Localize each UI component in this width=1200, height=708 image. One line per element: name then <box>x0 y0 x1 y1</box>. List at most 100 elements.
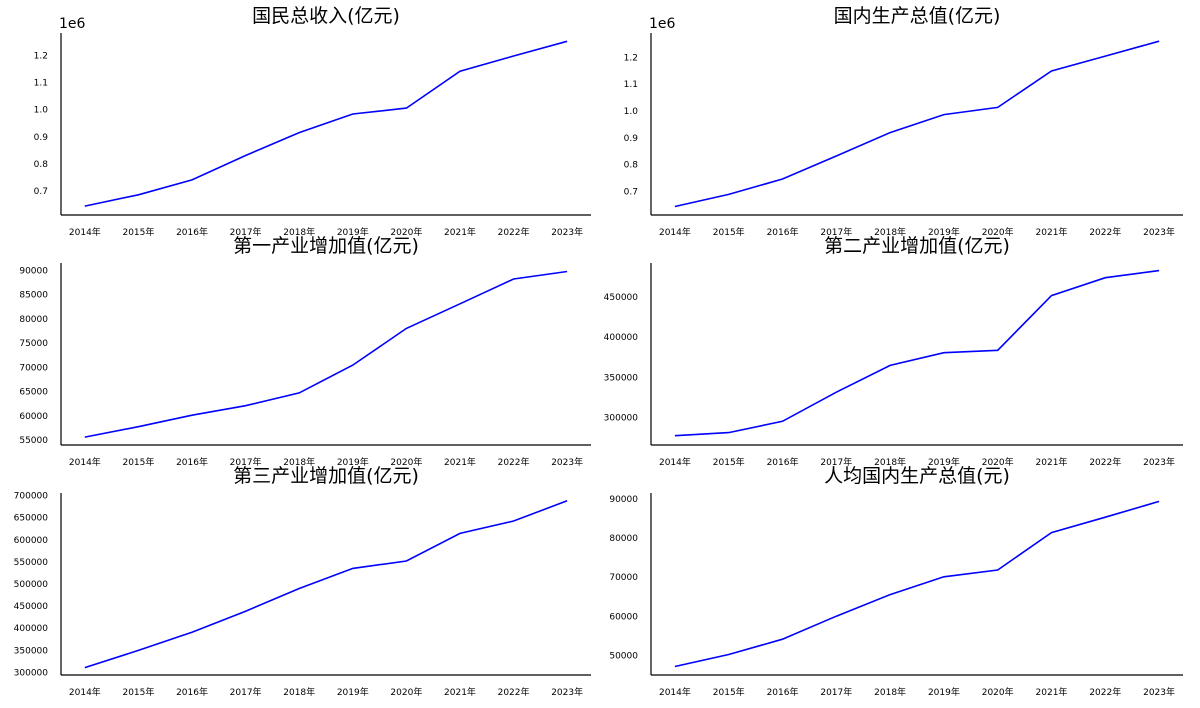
x-tick-label: 2018年 <box>283 226 315 238</box>
x-tick-label: 2016年 <box>176 456 208 468</box>
x-tick-label: 2014年 <box>659 686 691 698</box>
y-tick-label: 55000 <box>19 436 48 446</box>
y-tick-label: 0.7 <box>624 187 638 197</box>
y-tick-label: 1.0 <box>624 107 639 117</box>
x-tick-label: 2019年 <box>928 226 960 238</box>
series-line <box>84 40 568 207</box>
y-tick-label: 1.0 <box>34 106 49 116</box>
y-tick-label: 350000 <box>604 373 639 383</box>
x-tick-label: 2023年 <box>551 226 583 238</box>
y-tick-label: 400000 <box>604 333 639 343</box>
y-tick-label: 90000 <box>19 266 48 276</box>
y-tick-label: 85000 <box>19 291 48 301</box>
x-tick-label: 2020年 <box>390 456 422 468</box>
x-tick-label: 2016年 <box>767 226 799 238</box>
x-tick-label: 2020年 <box>390 226 422 238</box>
x-tick-label: 2023年 <box>1143 686 1175 698</box>
subplot-4: 第二产业增加值(亿元) 2014年 2015年 2016年 2017年 2018年 2019… <box>604 235 1183 468</box>
x-tick-label: 2016年 <box>767 456 799 468</box>
x-tick-label: 2015年 <box>713 226 745 238</box>
y-tick-label: 300000 <box>604 414 639 424</box>
x-tick-label: 2022年 <box>1089 686 1121 698</box>
series-line <box>84 270 568 438</box>
axis-offset-label: 1e6 <box>649 16 676 32</box>
y-tick-label: 1.2 <box>34 51 48 61</box>
x-tick-label: 2020年 <box>982 686 1014 698</box>
series-line <box>674 40 1160 208</box>
y-tick-label: 90000 <box>609 495 638 505</box>
x-tick-label: 2021年 <box>444 456 476 468</box>
x-tick-label: 2019年 <box>337 456 369 468</box>
x-tick-label: 2020年 <box>982 456 1014 468</box>
x-tick-label: 2017年 <box>230 226 262 238</box>
y-tick-label: 80000 <box>609 534 638 544</box>
x-tick-label: 2017年 <box>820 686 852 698</box>
x-tick-label: 2014年 <box>659 226 691 238</box>
series-line <box>674 269 1160 437</box>
y-tick-label: 60000 <box>609 612 638 622</box>
x-tick-label: 2022年 <box>1089 226 1121 238</box>
y-tick-label: 0.8 <box>34 160 49 170</box>
chart-title: 第二产业增加值(亿元) <box>824 235 1010 257</box>
x-tick-label: 2023年 <box>1143 456 1175 468</box>
x-tick-label: 2016年 <box>176 226 208 238</box>
x-tick-label: 2023年 <box>1143 226 1175 238</box>
y-tick-label: 400000 <box>14 624 49 634</box>
x-tick-label: 2018年 <box>283 456 315 468</box>
y-tick-label: 0.8 <box>624 161 639 171</box>
x-tick-label: 2014年 <box>69 456 101 468</box>
series-line <box>84 500 568 669</box>
y-tick-label: 75000 <box>19 339 48 349</box>
y-tick-label: 0.9 <box>624 134 639 144</box>
y-tick-label: 300000 <box>14 668 49 678</box>
subplot-1: 国民总收入(亿元) 1e6 2014年 2015年 2016年 2017年 2018年 201… <box>34 5 591 238</box>
x-tick-label: 2017年 <box>230 456 262 468</box>
subplot-5: 第三产业增加值(亿元) 2014年 2015年 2016年 2017年 2018年 2019… <box>14 465 591 698</box>
x-tick-label: 2023年 <box>551 686 583 698</box>
x-tick-label: 2023年 <box>551 456 583 468</box>
chart-title: 第三产业增加值(亿元) <box>233 465 419 487</box>
x-tick-label: 2014年 <box>69 686 101 698</box>
subplot-3: 第一产业增加值(亿元) 2014年 2015年 2016年 2017年 2018年 2019… <box>19 235 591 468</box>
y-tick-label: 1.1 <box>624 80 638 90</box>
y-tick-label: 500000 <box>14 580 49 590</box>
x-tick-label: 2021年 <box>1036 226 1068 238</box>
x-tick-label: 2020年 <box>982 226 1014 238</box>
x-tick-label: 2018年 <box>874 226 906 238</box>
x-tick-label: 2016年 <box>767 686 799 698</box>
x-tick-label: 2018年 <box>283 686 315 698</box>
x-tick-label: 2017年 <box>230 686 262 698</box>
x-tick-label: 2022年 <box>1089 456 1121 468</box>
y-tick-label: 70000 <box>609 573 638 583</box>
y-tick-label: 0.9 <box>34 133 49 143</box>
x-tick-label: 2022年 <box>498 456 530 468</box>
y-tick-label: 65000 <box>19 388 48 398</box>
y-tick-label: 80000 <box>19 315 48 325</box>
subplot-2: 国内生产总值(亿元) 1e6 2014年 2015年 2016年 2017年 2018年 20… <box>624 5 1183 238</box>
y-tick-label: 600000 <box>14 536 49 546</box>
x-tick-label: 2015年 <box>713 456 745 468</box>
x-tick-label: 2021年 <box>444 686 476 698</box>
y-tick-label: 0.7 <box>34 187 48 197</box>
y-tick-label: 350000 <box>14 646 49 656</box>
x-tick-label: 2016年 <box>176 686 208 698</box>
x-tick-label: 2017年 <box>820 226 852 238</box>
y-tick-label: 1.2 <box>624 53 638 63</box>
x-tick-label: 2015年 <box>122 226 154 238</box>
y-tick-label: 550000 <box>14 558 49 568</box>
x-tick-label: 2015年 <box>122 686 154 698</box>
series-line <box>674 500 1160 668</box>
chart-title: 国民总收入(亿元) <box>252 5 400 27</box>
x-tick-label: 2022年 <box>498 226 530 238</box>
chart-title: 人均国内生产总值(元) <box>824 465 1010 487</box>
x-tick-label: 2020年 <box>390 686 422 698</box>
x-tick-label: 2019年 <box>337 226 369 238</box>
x-tick-label: 2022年 <box>498 686 530 698</box>
x-tick-label: 2021年 <box>1036 456 1068 468</box>
y-tick-label: 700000 <box>14 492 49 502</box>
x-tick-label: 2019年 <box>928 686 960 698</box>
x-tick-label: 2018年 <box>874 686 906 698</box>
x-tick-label: 2017年 <box>820 456 852 468</box>
